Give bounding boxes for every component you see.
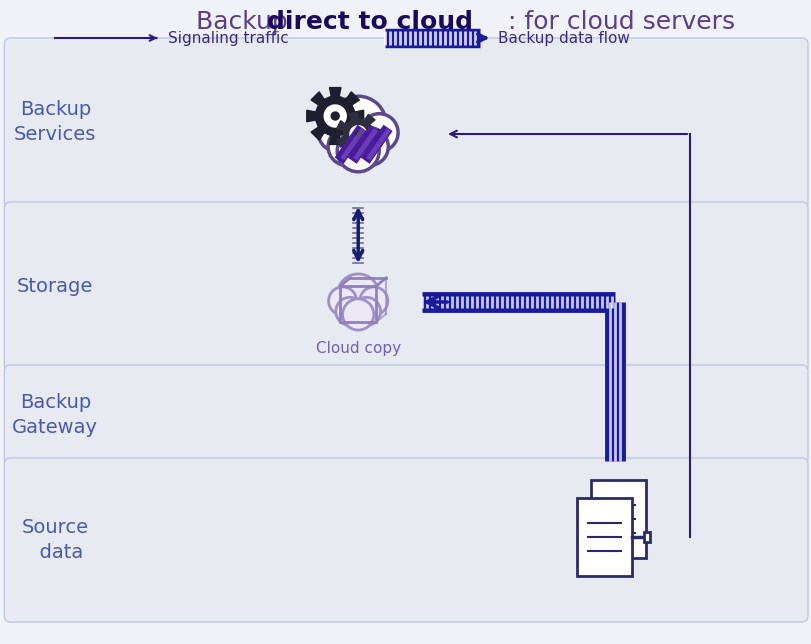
- Text: direct to cloud: direct to cloud: [267, 10, 473, 34]
- Circle shape: [354, 131, 361, 137]
- Text: Backup
Gateway: Backup Gateway: [12, 393, 98, 437]
- Bar: [643, 532, 650, 542]
- FancyBboxPatch shape: [4, 38, 807, 208]
- Circle shape: [330, 96, 386, 152]
- Circle shape: [328, 287, 356, 315]
- Bar: [334, 125, 366, 164]
- Circle shape: [336, 298, 363, 325]
- Circle shape: [328, 128, 366, 166]
- Polygon shape: [307, 88, 363, 144]
- Circle shape: [318, 114, 356, 151]
- Circle shape: [337, 130, 379, 172]
- Bar: [340, 286, 375, 322]
- Text: Cloud copy: Cloud copy: [315, 341, 401, 355]
- Circle shape: [350, 128, 388, 166]
- Bar: [366, 128, 390, 160]
- Bar: [340, 128, 364, 160]
- Circle shape: [352, 298, 380, 325]
- Bar: [353, 128, 377, 160]
- Circle shape: [350, 126, 366, 142]
- Text: Backup
Services: Backup Services: [14, 100, 97, 144]
- Text: Backup: Backup: [196, 10, 296, 34]
- FancyBboxPatch shape: [4, 202, 807, 372]
- Text: Source
  data: Source data: [22, 518, 88, 562]
- Circle shape: [360, 114, 397, 151]
- Polygon shape: [337, 112, 380, 156]
- Text: Signaling traffic: Signaling traffic: [168, 30, 289, 46]
- Circle shape: [359, 287, 388, 315]
- Bar: [360, 125, 392, 164]
- Bar: [347, 125, 379, 164]
- Circle shape: [337, 274, 379, 316]
- Text: Backup data flow: Backup data flow: [497, 30, 629, 46]
- Circle shape: [324, 105, 345, 127]
- FancyBboxPatch shape: [4, 365, 807, 465]
- Circle shape: [342, 299, 373, 330]
- Bar: [590, 480, 645, 558]
- Circle shape: [331, 112, 339, 120]
- Text: : for cloud servers: : for cloud servers: [508, 10, 734, 34]
- Text: Storage: Storage: [17, 276, 93, 296]
- Bar: [576, 498, 631, 576]
- FancyBboxPatch shape: [4, 458, 807, 622]
